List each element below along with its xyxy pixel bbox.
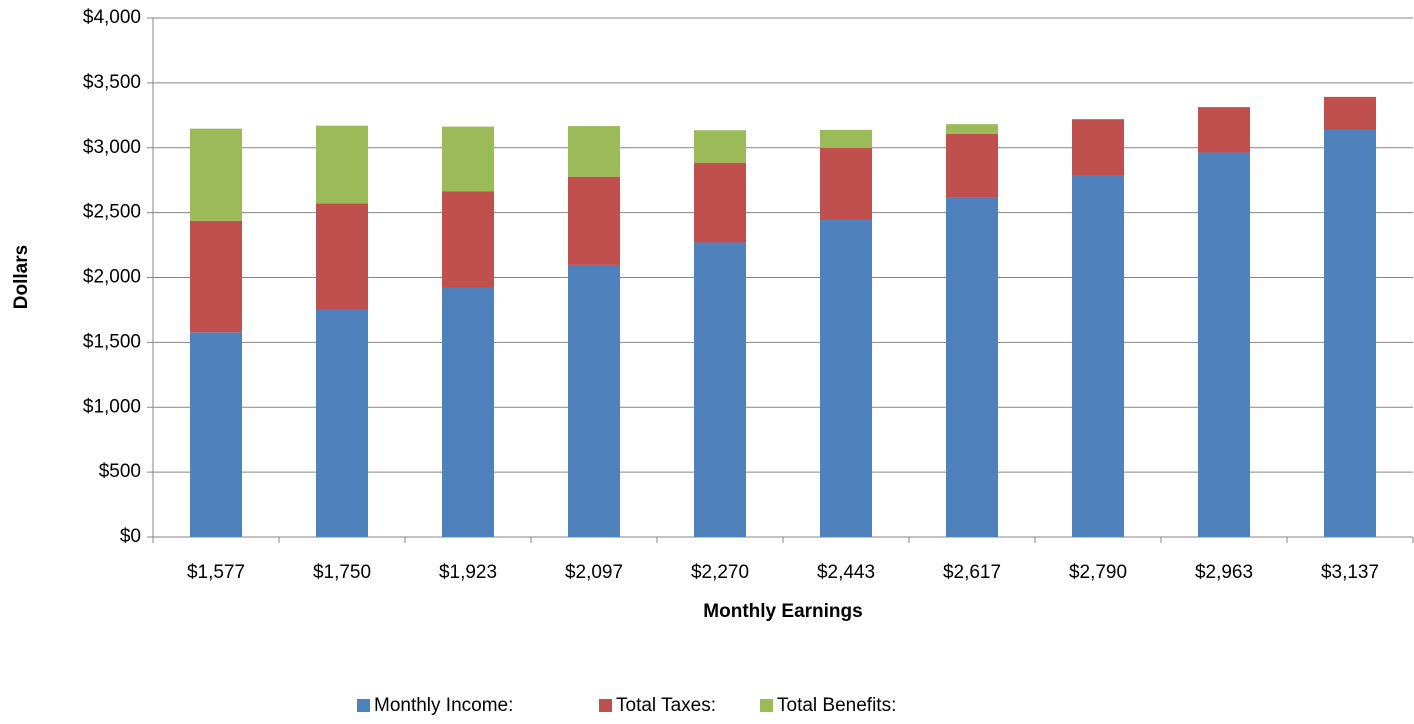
bar-segment	[1324, 129, 1376, 537]
bar-segment	[694, 130, 746, 163]
x-tick-label: $1,750	[313, 562, 371, 583]
bar-segment	[190, 220, 242, 333]
bar-segment	[946, 197, 998, 537]
legend-swatch	[357, 699, 370, 712]
bar-segment	[316, 125, 368, 204]
bar-segment	[442, 126, 494, 192]
bar-segment	[316, 309, 368, 537]
y-tick-label: $1,500	[83, 331, 141, 352]
bar-segment	[568, 126, 620, 177]
bar-segment	[442, 191, 494, 288]
x-axis-title: Monthly Earnings	[703, 601, 862, 622]
bar-segment	[1072, 119, 1124, 175]
bar-segment	[568, 264, 620, 537]
legend-swatch	[599, 699, 612, 712]
x-tick-label: $1,577	[187, 562, 245, 583]
y-tick-label: $0	[120, 526, 141, 547]
legend-label: Total Benefits:	[777, 695, 896, 716]
y-tick-label: $2,500	[83, 202, 141, 223]
legend-label: Total Taxes:	[616, 695, 716, 716]
bar-segment	[1072, 174, 1124, 537]
x-tick-label: $2,617	[943, 562, 1001, 583]
y-tick-label: $2,000	[83, 267, 141, 288]
bar-segment	[1198, 107, 1250, 153]
x-tick-label: $2,097	[565, 562, 623, 583]
bar-segment	[568, 176, 620, 265]
x-tick-label: $3,137	[1321, 562, 1379, 583]
bar-segment	[1324, 96, 1376, 130]
bar-segment	[946, 124, 998, 134]
bar-segment	[820, 129, 872, 149]
y-tick-label: $3,000	[83, 137, 141, 158]
bar-segment	[946, 133, 998, 198]
x-tick-label: $2,963	[1195, 562, 1253, 583]
bar-segment	[442, 287, 494, 537]
x-tick-label: $2,270	[691, 562, 749, 583]
bar-segment	[1198, 152, 1250, 537]
bar-segment	[316, 203, 368, 310]
bar-segment	[694, 162, 746, 243]
bar-segment	[190, 128, 242, 221]
legend-label: Monthly Income:	[374, 695, 513, 716]
x-tick-label: $1,923	[439, 562, 497, 583]
bar-segment	[694, 242, 746, 537]
y-tick-label: $3,500	[83, 72, 141, 93]
bar-segment	[190, 332, 242, 537]
y-tick-label: $500	[99, 461, 141, 482]
y-tick-label: $4,000	[83, 7, 141, 28]
y-tick-label: $1,000	[83, 396, 141, 417]
bar-segment	[820, 220, 872, 537]
y-axis-title: Dollars	[11, 245, 32, 309]
x-tick-label: $2,443	[817, 562, 875, 583]
bar-segment	[820, 148, 872, 221]
x-tick-label: $2,790	[1069, 562, 1127, 583]
legend-swatch	[760, 699, 773, 712]
